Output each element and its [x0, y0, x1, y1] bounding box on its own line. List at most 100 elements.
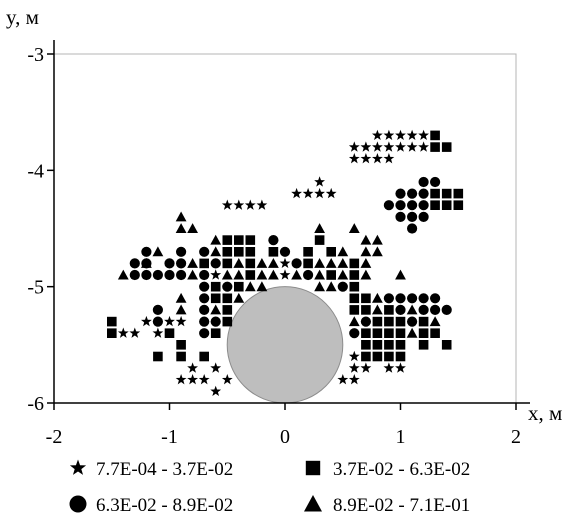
triangle-point [117, 269, 129, 280]
circle-point [152, 316, 163, 327]
circle-point [407, 200, 418, 211]
triangle-point [429, 316, 441, 327]
square-point [361, 351, 371, 362]
star-point [141, 315, 152, 327]
square-point [361, 328, 371, 338]
triangle-point [314, 223, 325, 233]
star-point [152, 327, 164, 338]
circle-point [210, 316, 221, 327]
star-point [372, 153, 383, 164]
star-point [383, 362, 395, 373]
circle-point [199, 293, 210, 304]
triangle-point [372, 304, 383, 315]
circle-point [395, 304, 406, 315]
square-point [176, 351, 186, 362]
circle-point [279, 246, 291, 257]
circle-point [407, 211, 418, 222]
star-point [337, 374, 349, 385]
square-point [245, 270, 256, 280]
y-tick-label: -3 [27, 44, 44, 66]
x-tick-label: 2 [511, 426, 521, 448]
square-point [372, 328, 383, 338]
star-point [360, 153, 372, 164]
legend-label-4: 8.9E-02 - 7.1E-01 [333, 495, 470, 516]
square-point [372, 340, 383, 350]
circle-point [268, 235, 279, 246]
triangle-point [314, 258, 325, 268]
obstacle-circle [226, 286, 344, 404]
triangle-point [314, 281, 325, 292]
square-point [222, 316, 233, 327]
triangle-point [360, 269, 372, 280]
star-point [383, 129, 395, 141]
triangle-point [256, 269, 268, 280]
square-point [245, 247, 256, 257]
square-point [395, 340, 406, 350]
triangle-point [152, 246, 164, 257]
square-point [349, 281, 360, 292]
x-tick-label: 0 [280, 426, 290, 448]
star-point [221, 374, 233, 385]
square-point [441, 188, 452, 199]
triangle-point [372, 246, 383, 257]
star-point [210, 362, 222, 373]
star-point [187, 374, 198, 385]
circle-point [418, 188, 429, 199]
x-tick-label: 1 [396, 426, 406, 448]
square-point [395, 328, 406, 338]
square-point [222, 305, 233, 315]
circle-point [395, 200, 406, 211]
square-point [210, 328, 221, 338]
star-point [210, 269, 222, 280]
triangle-point [175, 211, 187, 222]
circle-point [303, 269, 314, 281]
square-point [234, 235, 244, 245]
square-point [395, 316, 406, 327]
square-point [349, 270, 360, 280]
circle-point [407, 316, 418, 327]
circle-point [395, 293, 406, 304]
square-point [418, 328, 429, 338]
circle-point [407, 223, 418, 234]
circle-point [199, 316, 210, 327]
square-point [441, 142, 452, 152]
square-point [314, 235, 325, 245]
star-point [406, 141, 418, 152]
triangle-point [337, 246, 349, 257]
triangle-point [244, 281, 256, 292]
star-point [360, 362, 372, 373]
triangle-point [268, 269, 279, 280]
circle-point [418, 211, 429, 222]
star-point [279, 269, 291, 280]
square-point [303, 247, 313, 257]
square-point [222, 247, 233, 257]
square-point [234, 247, 244, 257]
square-point [326, 270, 336, 280]
triangle-point [268, 258, 279, 268]
triangle-point [395, 269, 406, 280]
legend-star-icon [69, 459, 87, 475]
star-point [348, 350, 360, 362]
circle-point [349, 328, 360, 339]
circle-point [222, 281, 233, 292]
legend-label-3: 6.3E-02 - 8.9E-02 [96, 495, 233, 516]
star-point [348, 153, 360, 164]
square-point [384, 328, 394, 338]
square-point [453, 188, 464, 199]
circle-point [164, 258, 175, 269]
circle-point [199, 328, 210, 339]
triangle-point [372, 292, 383, 303]
square-point [361, 340, 371, 350]
star-point [117, 327, 129, 338]
triangle-point [360, 246, 372, 257]
y-tick-label: -5 [27, 277, 44, 299]
star-point [129, 327, 141, 338]
square-point [210, 293, 221, 304]
circle-point [176, 269, 187, 281]
circle-point [418, 176, 429, 188]
triangle-point [210, 246, 222, 257]
square-point [199, 351, 209, 362]
circle-point [141, 269, 152, 281]
square-point [384, 340, 394, 350]
